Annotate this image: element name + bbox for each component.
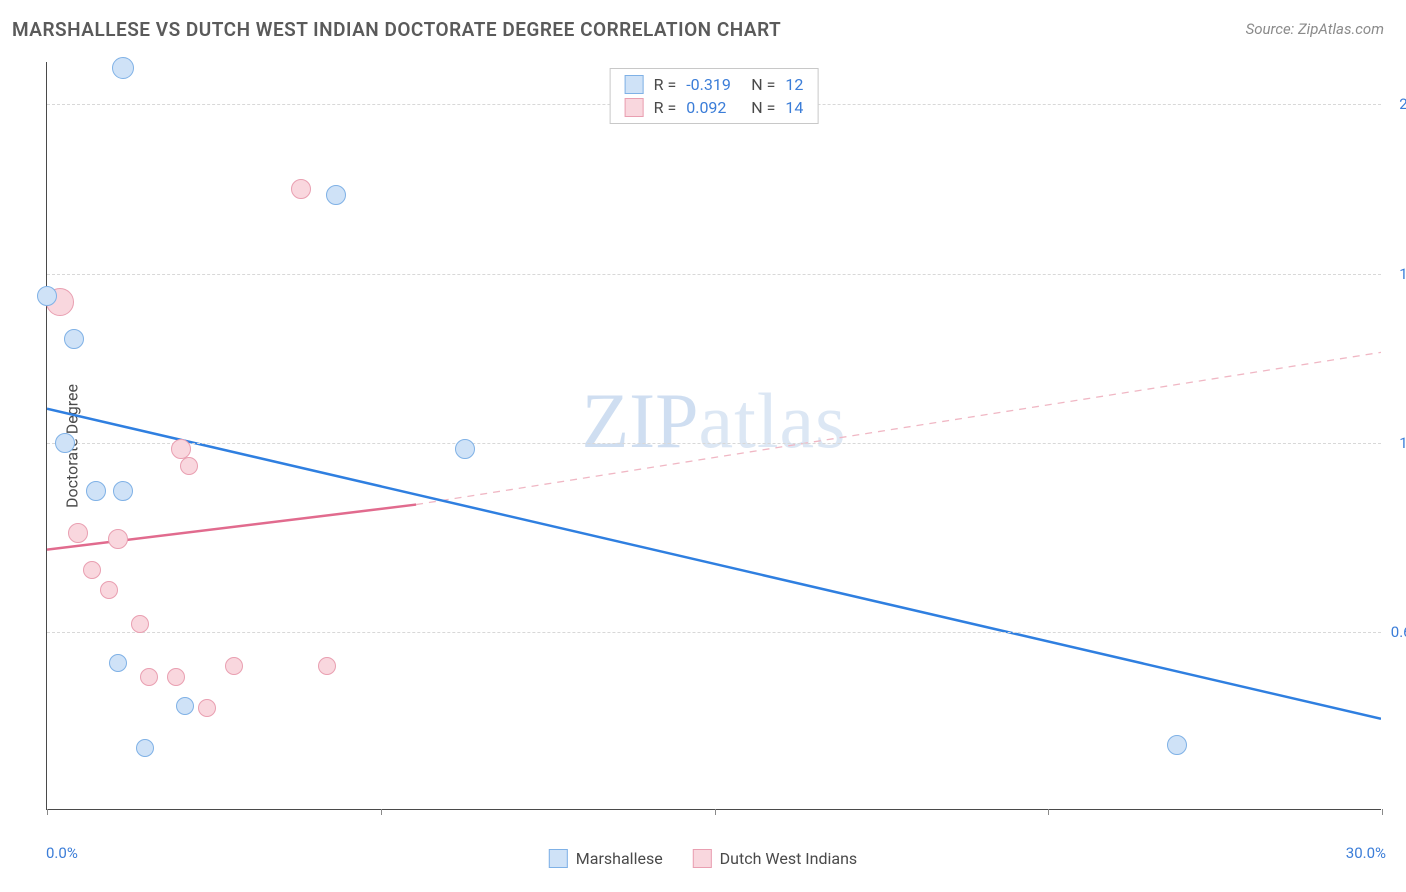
chart-title: MARSHALLESE VS DUTCH WEST INDIAN DOCTORA… bbox=[12, 18, 781, 41]
data-point bbox=[108, 529, 128, 549]
r-value-marshallese: -0.319 bbox=[686, 75, 741, 94]
y-tick-label: 1.3% bbox=[1386, 434, 1406, 452]
r-value-dwi: 0.092 bbox=[686, 98, 741, 117]
data-point bbox=[112, 57, 134, 79]
series-label-dwi: Dutch West Indians bbox=[720, 849, 858, 868]
n-value-marshallese: 12 bbox=[785, 75, 803, 94]
swatch-dwi bbox=[693, 849, 712, 868]
n-label: N = bbox=[751, 98, 775, 117]
data-point bbox=[225, 657, 243, 675]
x-tick bbox=[1048, 809, 1049, 815]
x-tick bbox=[1382, 809, 1383, 815]
data-point bbox=[180, 457, 198, 475]
source-label: Source: ZipAtlas.com bbox=[1246, 20, 1384, 38]
legend-item-marshallese: Marshallese bbox=[549, 849, 663, 868]
data-point bbox=[37, 286, 57, 306]
data-point bbox=[83, 561, 101, 579]
series-legend: Marshallese Dutch West Indians bbox=[549, 849, 857, 868]
legend-row-marshallese: R = -0.319 N = 12 bbox=[611, 73, 818, 96]
watermark-bold: ZIP bbox=[582, 377, 699, 464]
y-tick-label: 1.9% bbox=[1386, 265, 1406, 283]
trend-lines bbox=[47, 62, 1381, 809]
data-point bbox=[198, 699, 216, 717]
x-tick bbox=[47, 809, 48, 815]
grid-line bbox=[47, 632, 1381, 633]
data-point bbox=[326, 185, 346, 205]
data-point bbox=[167, 668, 185, 686]
grid-line bbox=[47, 274, 1381, 275]
data-point bbox=[291, 179, 311, 199]
swatch-marshallese bbox=[549, 849, 568, 868]
n-label: N = bbox=[751, 75, 775, 94]
data-point bbox=[68, 523, 88, 543]
data-point bbox=[55, 433, 75, 453]
data-point bbox=[1167, 735, 1187, 755]
data-point bbox=[131, 615, 149, 633]
data-point bbox=[136, 739, 154, 757]
legend-row-dwi: R = 0.092 N = 14 bbox=[611, 96, 818, 119]
data-point bbox=[140, 668, 158, 686]
watermark-thin: atlas bbox=[699, 377, 847, 464]
data-point bbox=[113, 481, 133, 501]
x-tick bbox=[381, 809, 382, 815]
data-point bbox=[100, 581, 118, 599]
data-point bbox=[64, 329, 84, 349]
swatch-dwi bbox=[625, 98, 644, 117]
grid-line bbox=[47, 443, 1381, 444]
correlation-legend: R = -0.319 N = 12 R = 0.092 N = 14 bbox=[610, 68, 819, 124]
watermark: ZIPatlas bbox=[582, 376, 847, 466]
data-point bbox=[176, 697, 194, 715]
swatch-marshallese bbox=[625, 75, 644, 94]
n-value-dwi: 14 bbox=[785, 98, 803, 117]
r-label: R = bbox=[654, 75, 677, 94]
x-min-label: 0.0% bbox=[46, 844, 78, 862]
y-tick-label: 2.5% bbox=[1386, 95, 1406, 113]
data-point bbox=[86, 481, 106, 501]
legend-item-dwi: Dutch West Indians bbox=[693, 849, 858, 868]
y-tick-label: 0.63% bbox=[1386, 623, 1406, 641]
data-point bbox=[455, 439, 475, 459]
series-label-marshallese: Marshallese bbox=[576, 849, 663, 868]
chart-area: ZIPatlas 2.5%1.9%1.3%0.63% R = -0.319 N … bbox=[46, 62, 1381, 810]
x-tick bbox=[715, 809, 716, 815]
r-label: R = bbox=[654, 98, 677, 117]
data-point bbox=[318, 657, 336, 675]
data-point bbox=[109, 654, 127, 672]
x-max-label: 30.0% bbox=[1346, 844, 1386, 862]
